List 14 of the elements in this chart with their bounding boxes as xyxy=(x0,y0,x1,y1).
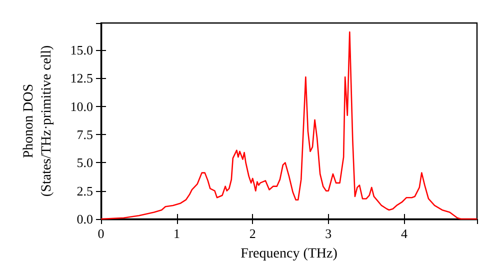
y-tick-label: 12.5 xyxy=(70,70,93,86)
y-tick-label: 2.5 xyxy=(76,183,93,198)
x-tick-label: 3 xyxy=(325,226,332,241)
y-tick-label: 10.0 xyxy=(70,98,93,114)
x-tick-label: 2 xyxy=(249,226,256,241)
y-tick-label: 0.0 xyxy=(76,212,93,226)
y-tick-label: 15.0 xyxy=(70,42,93,58)
y-tick-label: 7.5 xyxy=(76,127,93,142)
x-tick-label: 1 xyxy=(174,226,180,241)
y-axis-title: Phonon DOS (States/THz·primitive cell) xyxy=(22,45,54,197)
y-tick-label: 5.0 xyxy=(76,155,93,170)
x-axis-title: Frequency (THz) xyxy=(240,246,338,262)
x-tick-label: 0 xyxy=(98,226,104,241)
x-tick-label: 4 xyxy=(400,226,408,241)
